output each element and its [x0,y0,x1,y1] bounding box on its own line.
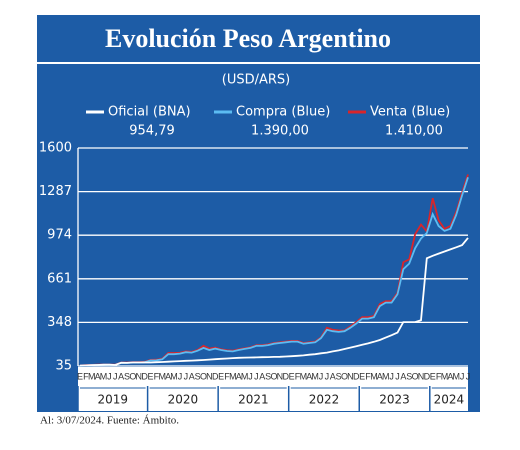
x-tick-label: M [229,371,237,381]
x-tick-label: J [113,371,118,381]
x-tick-label: A [118,371,124,381]
x-tick-label: N [277,371,284,381]
x-tick-label: S [265,371,271,381]
x-tick-label: F [295,371,301,381]
x-tick-label: E [218,371,224,381]
x-tick-label: F [224,371,230,381]
x-tick-label: F [154,371,160,381]
x-tick-label: M [452,371,460,381]
x-axis-band [78,367,468,411]
year-label: 2021 [238,393,269,407]
x-tick-label: D [212,371,219,381]
x-tick-label: M [100,371,108,381]
x-tick-label: D [424,371,431,381]
x-tick-label: M [311,371,319,381]
x-tick-label: F [365,371,371,381]
subtitle: (USD/ARS) [222,73,290,88]
series-line [79,237,469,367]
x-tick-label: A [165,371,171,381]
legend-label: Oficial (BNA) [108,105,191,120]
x-tick-label: A [95,371,101,381]
legend-label: Venta (Blue) [370,105,450,120]
x-tick-label: E [289,371,295,381]
x-tick-label: A [400,371,406,381]
x-tick-label: M [241,371,249,381]
x-tick-label: O [270,371,277,381]
x-tick-label: J [395,371,400,381]
x-tick-label: M [300,371,308,381]
x-tick-label: M [170,371,178,381]
x-tick-label: E [77,371,83,381]
x-tick-label: M [382,371,390,381]
x-tick-label: O [129,371,136,381]
legend-value: 1.390,00 [251,124,309,139]
year-label: 2019 [98,393,129,407]
y-tick-label: 35 [55,359,72,374]
y-tick-label: 974 [47,228,72,243]
x-tick-label: O [200,371,207,381]
legend-value: 954,79 [129,124,175,139]
x-tick-label: J [184,371,189,381]
x-tick-label: A [259,371,265,381]
legend-value: 1.410,00 [385,124,443,139]
y-tick-label: 348 [47,315,72,330]
x-tick-label: S [195,371,201,381]
x-tick-label: S [406,371,412,381]
x-tick-label: E [148,371,154,381]
x-tick-label: S [336,371,342,381]
x-tick-label: A [306,371,312,381]
x-tick-label: N [418,371,425,381]
y-tick-label: 1600 [39,141,72,156]
x-tick-label: N [347,371,354,381]
y-tick-label: 661 [47,271,72,286]
year-label: 2020 [168,393,199,407]
x-tick-label: D [283,371,290,381]
x-tick-label: M [159,371,167,381]
x-tick-label: M [441,371,449,381]
x-tick-label: J [248,371,253,381]
x-tick-label: J [389,371,394,381]
x-tick-label: A [189,371,195,381]
x-tick-label: O [412,371,419,381]
x-tick-label: N [136,371,143,381]
x-tick-label: S [124,371,130,381]
x-tick-label: J [178,371,183,381]
x-tick-label: J [254,371,259,381]
x-tick-label: D [141,371,148,381]
x-tick-label: O [341,371,348,381]
year-label: 2022 [309,393,340,407]
x-tick-label: J [319,371,324,381]
legend-label: Compra (Blue) [236,105,330,120]
x-tick-label: A [447,371,453,381]
x-tick-label: J [466,371,471,381]
x-tick-label: A [236,371,242,381]
x-tick-label: J [460,371,465,381]
x-tick-label: E [430,371,436,381]
footer: Al: 3/07/2024. Fuente: Ámbito. [40,415,179,427]
x-tick-label: M [88,371,96,381]
year-label: 2024 [434,393,465,407]
x-tick-label: M [370,371,378,381]
y-tick-label: 1287 [39,184,72,199]
x-tick-label: A [330,371,336,381]
x-tick-label: J [325,371,330,381]
x-tick-label: D [353,371,360,381]
x-tick-label: F [436,371,442,381]
year-label: 2023 [379,393,410,407]
x-tick-label: J [107,371,112,381]
chart-title: Evolución Peso Argentino [105,24,391,53]
x-tick-label: N [206,371,213,381]
x-tick-label: F [83,371,89,381]
x-tick-label: A [377,371,383,381]
x-tick-label: E [359,371,365,381]
